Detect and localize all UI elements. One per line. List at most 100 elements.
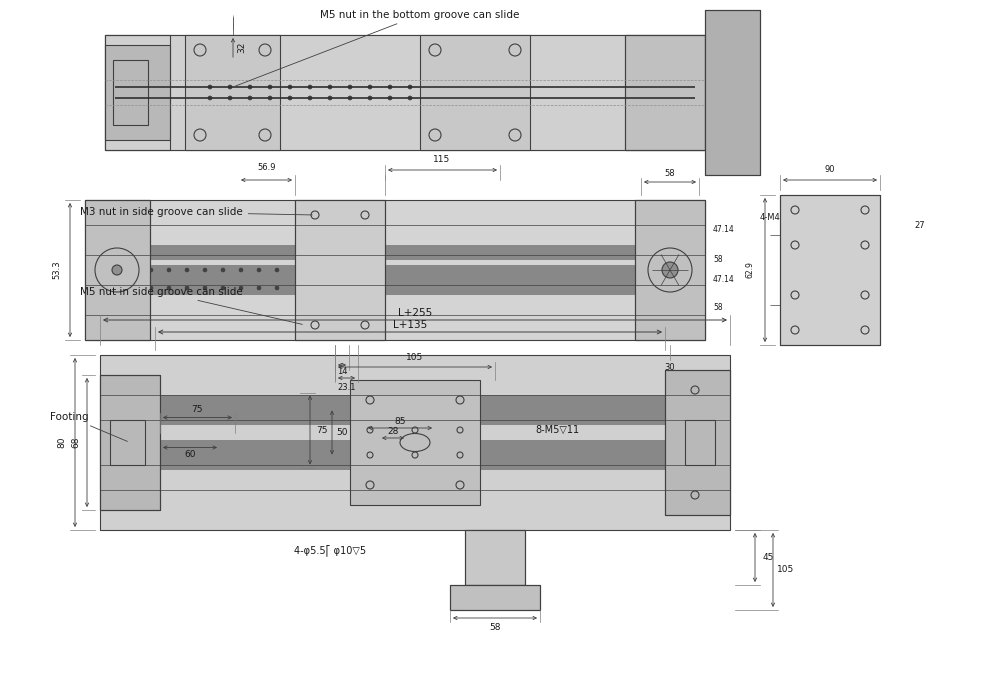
Text: 4-M4: 4-M4 (760, 213, 781, 223)
Text: 14: 14 (337, 368, 347, 376)
Bar (295, 200, 385, 340)
Text: 32: 32 (237, 41, 246, 53)
Bar (85, 200, 705, 340)
Text: 53.3: 53.3 (52, 261, 61, 280)
Bar (780, 195, 880, 345)
Circle shape (328, 96, 332, 100)
Text: 56.9: 56.9 (258, 164, 277, 173)
Text: 68: 68 (71, 437, 80, 448)
Text: 8-M5▽11: 8-M5▽11 (535, 425, 579, 435)
Circle shape (662, 262, 678, 278)
Bar (625, 35, 705, 150)
Circle shape (275, 286, 279, 290)
Text: 50: 50 (336, 428, 348, 437)
Bar (295, 200, 385, 340)
Bar (110, 420, 145, 465)
Bar (105, 35, 705, 150)
Bar (105, 395, 725, 425)
Circle shape (388, 85, 392, 89)
Bar (105, 45, 170, 140)
Circle shape (248, 85, 252, 89)
Circle shape (203, 268, 207, 272)
Circle shape (248, 96, 252, 100)
Circle shape (208, 85, 212, 89)
Bar (705, 10, 760, 175)
Circle shape (239, 286, 243, 290)
Text: 4-φ5.5⎡ φ10▽5: 4-φ5.5⎡ φ10▽5 (294, 544, 367, 556)
Circle shape (408, 96, 412, 100)
Text: 90: 90 (825, 165, 835, 175)
Bar (85, 200, 150, 340)
Text: L+135: L+135 (393, 320, 427, 330)
Circle shape (228, 96, 232, 100)
Circle shape (308, 85, 312, 89)
Circle shape (388, 96, 392, 100)
Circle shape (149, 268, 153, 272)
Text: 30: 30 (665, 364, 676, 372)
Bar (625, 35, 705, 150)
Circle shape (149, 286, 153, 290)
Bar (450, 585, 540, 610)
Circle shape (368, 96, 372, 100)
Bar (465, 530, 525, 585)
Bar (113, 60, 148, 125)
Text: M3 nut in side groove can slide: M3 nut in side groove can slide (80, 207, 312, 217)
Text: 115: 115 (434, 156, 451, 165)
Bar (100, 355, 730, 530)
Circle shape (275, 268, 279, 272)
Bar (350, 380, 480, 505)
Circle shape (328, 85, 332, 89)
Bar (665, 370, 730, 515)
Bar (105, 35, 705, 150)
Circle shape (368, 85, 372, 89)
Text: 62.9: 62.9 (746, 261, 755, 278)
Bar (685, 420, 715, 465)
Text: 58: 58 (489, 624, 501, 632)
Circle shape (228, 85, 232, 89)
Bar (85, 200, 705, 340)
Text: 85: 85 (394, 418, 406, 427)
Circle shape (167, 268, 171, 272)
Text: 75: 75 (192, 405, 203, 414)
Circle shape (239, 268, 243, 272)
Text: 58: 58 (713, 303, 722, 313)
Bar (100, 375, 160, 510)
Circle shape (348, 96, 352, 100)
Bar (665, 370, 730, 515)
Bar (90, 265, 700, 295)
Bar (350, 380, 480, 505)
Bar (705, 10, 760, 175)
Circle shape (268, 85, 272, 89)
Bar (105, 35, 705, 150)
Bar (635, 200, 705, 340)
Bar (90, 245, 700, 260)
Bar (100, 355, 730, 530)
Text: M5 nut in the bottom groove can slide: M5 nut in the bottom groove can slide (235, 10, 520, 86)
Circle shape (112, 265, 122, 275)
Circle shape (268, 96, 272, 100)
Circle shape (221, 286, 225, 290)
Circle shape (288, 96, 292, 100)
Text: Footing: Footing (50, 412, 127, 441)
Circle shape (113, 268, 117, 272)
Circle shape (221, 268, 225, 272)
Circle shape (348, 85, 352, 89)
Text: 47.14: 47.14 (713, 276, 735, 284)
Bar (465, 530, 525, 585)
Bar (100, 375, 160, 510)
Bar (105, 440, 725, 470)
Circle shape (185, 268, 189, 272)
Bar (780, 195, 880, 345)
Circle shape (131, 286, 135, 290)
Text: 23.1: 23.1 (338, 383, 357, 393)
Text: 105: 105 (778, 565, 794, 575)
Circle shape (257, 268, 261, 272)
Text: 105: 105 (406, 353, 424, 362)
Text: 58: 58 (665, 169, 676, 179)
Circle shape (257, 286, 261, 290)
Text: 45: 45 (763, 552, 774, 561)
Text: 58: 58 (713, 255, 722, 265)
Bar (105, 35, 170, 150)
Bar (450, 585, 540, 610)
Text: 27: 27 (915, 221, 926, 230)
